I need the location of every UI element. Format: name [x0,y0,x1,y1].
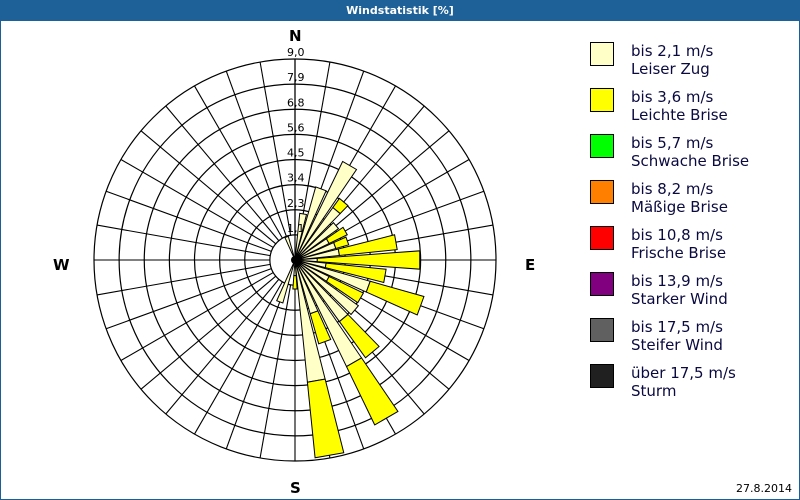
legend-label: Steifer Wind [631,336,723,354]
compass-east-label: E [525,256,536,274]
svg-text:7,9: 7,9 [287,71,305,84]
legend-label: Frische Brise [631,244,727,262]
compass-west-label: W [53,256,70,274]
legend-item: bis 8,2 m/s Mäßige Brise [590,180,790,226]
legend-swatch [590,364,614,388]
legend-swatch [590,226,614,250]
legend-range: bis 2,1 m/s [631,42,714,60]
svg-text:1,1: 1,1 [287,222,305,235]
svg-text:9,0: 9,0 [287,46,305,59]
legend-swatch [590,134,614,158]
legend-item: bis 17,5 m/s Steifer Wind [590,318,790,364]
legend: bis 2,1 m/s Leiser Zug bis 3,6 m/s Leichte… [590,42,790,410]
date-stamp: 27.8.2014 [736,482,792,495]
legend-range: bis 3,6 m/s [631,88,714,106]
compass-south-label: S [290,479,301,497]
legend-label: Schwache Brise [631,152,750,170]
title-bar: Windstatistik [%] [0,0,800,21]
legend-range: bis 8,2 m/s [631,180,714,198]
svg-text:2,3: 2,3 [287,197,305,210]
legend-item: bis 13,9 m/s Starker Wind [590,272,790,318]
legend-range: über 17,5 m/s [631,364,736,382]
legend-item: über 17,5 m/s Sturm [590,364,790,410]
svg-text:5,6: 5,6 [287,121,305,134]
legend-item: bis 10,8 m/s Frische Brise [590,226,790,272]
legend-range: bis 17,5 m/s [631,318,723,336]
legend-label: Starker Wind [631,290,728,308]
legend-swatch [590,180,614,204]
legend-swatch [590,88,614,112]
legend-label: Mäßige Brise [631,198,728,216]
legend-swatch [590,42,614,66]
legend-label: Leiser Zug [631,60,710,78]
legend-range: bis 13,9 m/s [631,272,723,290]
legend-swatch [590,318,614,342]
legend-item: bis 5,7 m/s Schwache Brise [590,134,790,180]
legend-label: Leichte Brise [631,106,728,124]
compass-north-label: N [289,27,302,45]
legend-range: bis 5,7 m/s [631,134,714,152]
svg-text:4,5: 4,5 [287,147,305,160]
svg-text:6,8: 6,8 [287,96,305,109]
legend-range: bis 10,8 m/s [631,226,723,244]
legend-swatch [590,272,614,296]
legend-item: bis 3,6 m/s Leichte Brise [590,88,790,134]
svg-text:3,4: 3,4 [287,172,305,185]
legend-item: bis 2,1 m/s Leiser Zug [590,42,790,88]
legend-label: Sturm [631,382,677,400]
